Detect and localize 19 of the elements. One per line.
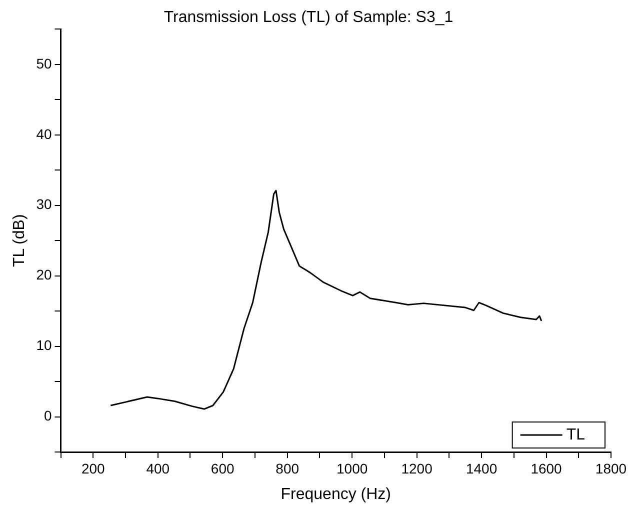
x-tick-label: 1200 [401, 460, 433, 476]
y-tick-label: 30 [36, 196, 52, 212]
x-tick-label: 1000 [336, 460, 368, 476]
legend-label: TL [566, 426, 586, 444]
x-tick-label: 1400 [466, 460, 498, 476]
y-tick-label: 40 [36, 126, 52, 142]
x-tick-label: 400 [146, 460, 170, 476]
x-tick-label: 1800 [595, 460, 627, 476]
y-tick-label: 50 [36, 55, 52, 72]
x-tick-label: 600 [210, 460, 234, 476]
chart-title: Transmission Loss (TL) of Sample: S3_1 [164, 9, 454, 26]
y-tick-label: 0 [44, 408, 52, 424]
y-axis-title: TL (dB) [11, 214, 28, 267]
x-tick-label: 1600 [530, 460, 562, 476]
x-axis-title: Frequency (Hz) [280, 486, 392, 503]
y-tick-label: 20 [36, 266, 52, 283]
y-tick-label: 10 [36, 337, 52, 354]
x-tick-label: 200 [81, 460, 106, 476]
x-tick-label: 800 [276, 460, 300, 476]
